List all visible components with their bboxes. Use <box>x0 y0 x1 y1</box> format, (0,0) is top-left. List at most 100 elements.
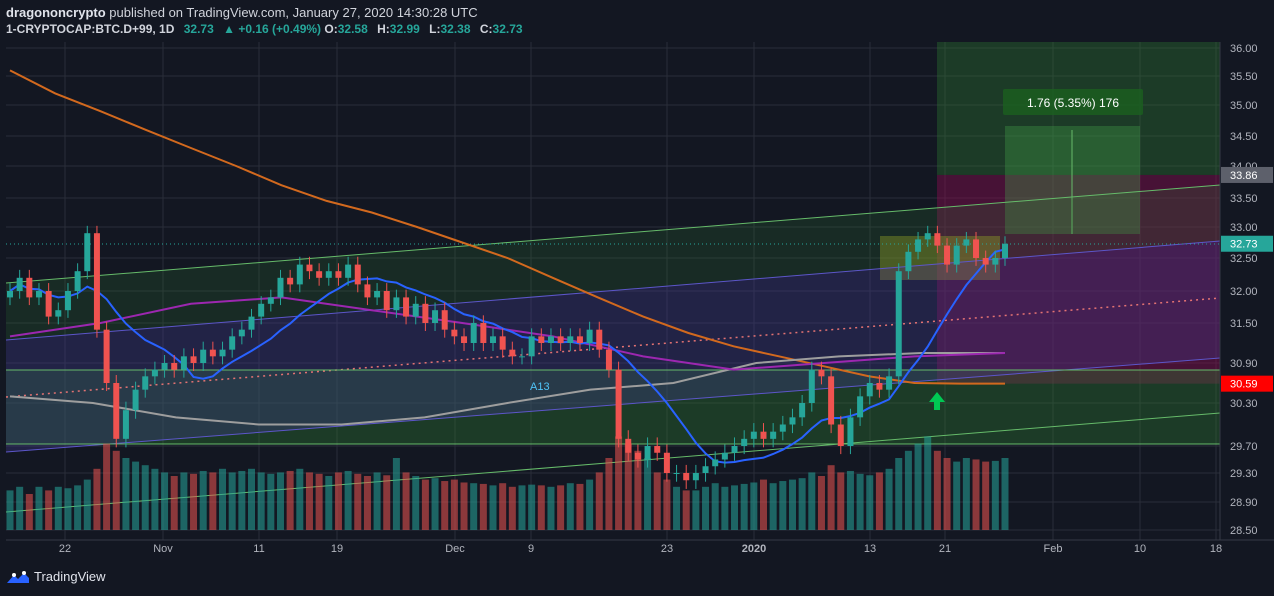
candle-body <box>64 291 71 311</box>
volume-bar <box>151 468 159 530</box>
volume-bar <box>962 458 970 530</box>
author-name[interactable]: dragononcrypto <box>6 5 106 20</box>
volume-bar <box>276 472 284 530</box>
candle-body <box>924 233 931 240</box>
candle-body <box>654 446 661 453</box>
volume-bar <box>866 475 874 530</box>
price-tick-label: 32.00 <box>1230 286 1258 298</box>
candle-body <box>837 424 844 446</box>
candle-body <box>518 356 525 358</box>
volume-bar <box>769 483 777 530</box>
price-change: +0.16 (+0.49%) <box>238 22 322 36</box>
volume-bar <box>982 461 990 530</box>
candle-body <box>45 291 52 317</box>
high-label: H: <box>377 22 390 36</box>
volume-bar <box>991 460 999 530</box>
chart-footer: TradingView <box>0 560 1274 596</box>
candle-body <box>432 310 439 323</box>
candle-body <box>982 258 989 265</box>
candle-body <box>692 473 699 481</box>
volume-bar <box>383 475 391 530</box>
candle-body <box>905 251 912 272</box>
close-value: 32.73 <box>492 22 523 36</box>
symbol-name[interactable]: 1-CRYPTOCAP:BTC.D+99, 1D <box>6 22 175 36</box>
volume-bar <box>45 490 53 530</box>
volume-bar <box>209 472 217 530</box>
volume-bar <box>305 472 313 530</box>
candle-body <box>895 271 902 377</box>
volume-bar <box>933 450 941 530</box>
volume-bar <box>103 443 111 530</box>
channel-line <box>5 412 1221 513</box>
candle-body <box>480 323 487 343</box>
symbol-legend: 1-CRYPTOCAP:BTC.D+99, 1D 32.73 ▲ +0.16 (… <box>6 22 523 36</box>
price-axis[interactable]: 36.0035.5035.0034.5034.0033.5033.0032.50… <box>1219 42 1274 540</box>
time-tick-label: 13 <box>864 543 876 555</box>
candle-body <box>296 264 303 285</box>
volume-bar <box>731 485 739 530</box>
candle-body <box>828 376 835 425</box>
volume-bar <box>199 470 207 530</box>
candle-body <box>712 459 719 467</box>
volume-bar <box>740 483 748 530</box>
volume-bar <box>721 486 729 530</box>
time-tick-label: 19 <box>331 543 343 555</box>
candle-body <box>799 403 806 418</box>
candle-body <box>808 369 815 403</box>
time-axis[interactable]: 22 Nov 11 19 Dec 9 23 2020 13 21 Feb 10 18 <box>0 539 1274 560</box>
volume-bar <box>141 465 149 530</box>
chart-zones <box>5 42 1221 513</box>
volume-bar <box>161 472 169 530</box>
candle-body <box>973 239 980 258</box>
candle-body <box>258 303 265 317</box>
candle-body <box>750 431 757 439</box>
price-tick-label: 29.30 <box>1230 468 1258 480</box>
candle-body <box>103 329 110 383</box>
price-tag-last: 32.73 <box>1230 239 1258 251</box>
volume-bar <box>470 483 478 530</box>
candle-body <box>876 383 883 390</box>
price-tick-label: 34.50 <box>1230 131 1258 143</box>
signal-marker: A13 <box>530 381 550 393</box>
candle-body <box>857 396 864 418</box>
candle-body <box>393 297 400 311</box>
support-zone <box>6 370 1220 444</box>
position-label: 1.76 (5.35%) 176 <box>1027 96 1119 110</box>
volume-bar <box>508 486 516 530</box>
candle-body <box>538 336 545 343</box>
candle-body <box>248 316 255 330</box>
volume-bar <box>132 461 140 530</box>
volume-bar <box>663 479 671 530</box>
candle-body <box>132 389 139 411</box>
channel-line <box>5 357 1221 453</box>
candle-body <box>625 438 632 453</box>
volume-bar <box>924 436 932 530</box>
volume-bar <box>431 478 439 530</box>
candle-body <box>760 431 767 439</box>
tradingview-brand[interactable]: TradingView <box>6 569 106 586</box>
volume-bar <box>788 479 796 530</box>
volume-bar <box>180 472 188 530</box>
candle-body <box>567 336 574 343</box>
candle-body <box>866 383 873 397</box>
volume-bars <box>6 436 1009 530</box>
volume-bar <box>673 486 681 530</box>
candle-body <box>325 271 332 278</box>
candle-body <box>509 349 516 357</box>
time-tick-label: 22 <box>59 543 71 555</box>
ma-gray-line <box>9 352 1005 426</box>
brand-name: TradingView <box>34 569 106 584</box>
volume-bar <box>74 485 82 530</box>
candle-body <box>490 336 497 343</box>
candle-body <box>171 363 178 370</box>
candle-body <box>26 277 33 298</box>
volume-bar <box>228 472 236 530</box>
moving-averages <box>9 69 1006 464</box>
volume-bar <box>499 483 507 530</box>
time-tick-label: 23 <box>661 543 673 555</box>
volume-bar <box>895 458 903 530</box>
candle-body <box>113 383 120 439</box>
volume-bar <box>238 470 246 530</box>
volume-bar <box>972 459 980 530</box>
